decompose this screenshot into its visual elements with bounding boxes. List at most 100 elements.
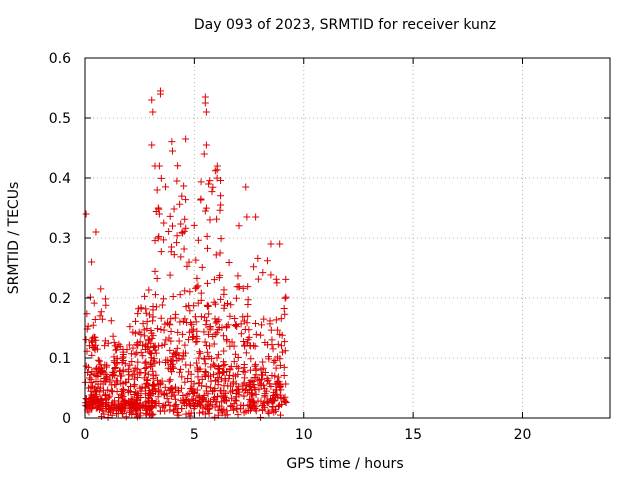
data-point <box>97 308 105 316</box>
data-point <box>223 335 231 343</box>
data-point <box>201 338 209 346</box>
data-point <box>193 274 201 282</box>
data-point <box>119 366 127 374</box>
data-point <box>169 353 177 361</box>
data-point <box>210 340 218 348</box>
data-point <box>181 400 189 408</box>
data-point <box>214 393 222 401</box>
x-axis-label: GPS time / hours <box>286 456 404 472</box>
data-point <box>210 387 218 395</box>
data-point <box>252 213 260 221</box>
data-point <box>274 326 282 334</box>
data-point <box>281 338 289 346</box>
data-point <box>148 141 156 149</box>
data-point <box>91 315 99 323</box>
data-point <box>92 228 100 236</box>
data-point <box>85 342 93 350</box>
data-point <box>217 295 225 303</box>
data-point <box>271 390 279 398</box>
data-point <box>195 392 203 400</box>
data-point <box>141 332 149 340</box>
data-point <box>216 206 224 214</box>
data-point <box>197 289 205 297</box>
data-point <box>274 373 282 381</box>
data-point <box>281 393 289 401</box>
data-point <box>97 361 105 369</box>
data-point <box>164 356 172 364</box>
data-point <box>118 372 126 380</box>
data-point <box>210 276 218 284</box>
data-point <box>211 413 219 421</box>
data-point <box>280 305 288 313</box>
data-point <box>232 321 240 329</box>
data-point <box>142 364 150 372</box>
data-point <box>168 138 176 146</box>
data-point <box>270 358 278 366</box>
data-point <box>180 245 188 253</box>
data-point <box>272 275 280 283</box>
data-point <box>250 263 258 271</box>
data-point <box>87 387 95 395</box>
data-point <box>200 396 208 404</box>
data-point <box>181 215 189 223</box>
data-point <box>82 210 90 218</box>
data-point <box>182 410 190 418</box>
data-point <box>94 380 102 388</box>
data-point <box>167 337 175 345</box>
data-point <box>220 347 228 355</box>
data-point <box>208 387 216 395</box>
data-point <box>101 295 109 303</box>
data-point <box>197 402 205 410</box>
data-point <box>265 399 273 407</box>
data-point <box>171 314 179 322</box>
data-point <box>207 363 215 371</box>
data-point <box>234 370 242 378</box>
data-point <box>186 307 194 315</box>
data-point <box>109 332 117 340</box>
data-point <box>234 272 242 280</box>
data-point <box>97 285 105 293</box>
data-point <box>89 321 97 329</box>
data-point <box>210 298 218 306</box>
data-point <box>220 332 228 340</box>
data-point <box>264 376 272 384</box>
data-point <box>116 367 124 375</box>
data-point <box>223 411 231 419</box>
data-point <box>182 135 190 143</box>
data-point <box>185 368 193 376</box>
data-point <box>213 215 221 223</box>
data-point <box>156 407 164 415</box>
data-point <box>197 195 205 203</box>
data-point <box>219 362 227 370</box>
y-tick-label: 0.1 <box>49 351 71 367</box>
data-point <box>90 344 98 352</box>
data-point <box>125 397 133 405</box>
data-point <box>273 386 281 394</box>
data-point <box>244 283 252 291</box>
data-point <box>88 337 96 345</box>
data-point <box>201 207 209 215</box>
data-point <box>245 333 253 341</box>
data-point <box>160 326 168 334</box>
data-point <box>188 321 196 329</box>
data-point <box>216 370 224 378</box>
data-point <box>254 375 262 383</box>
data-point <box>280 372 288 380</box>
data-point <box>282 293 290 301</box>
data-point <box>158 342 166 350</box>
data-point <box>176 368 184 376</box>
data-point <box>119 385 127 393</box>
data-point <box>208 188 216 196</box>
data-point <box>177 384 185 392</box>
data-point <box>140 374 148 382</box>
data-point <box>223 407 231 415</box>
data-point <box>133 349 141 357</box>
data-point <box>225 258 233 266</box>
data-point <box>271 372 279 380</box>
data-point <box>157 388 165 396</box>
data-point <box>223 368 231 376</box>
data-point <box>263 374 271 382</box>
data-point <box>186 328 194 336</box>
data-point <box>104 386 112 394</box>
data-point <box>246 383 254 391</box>
